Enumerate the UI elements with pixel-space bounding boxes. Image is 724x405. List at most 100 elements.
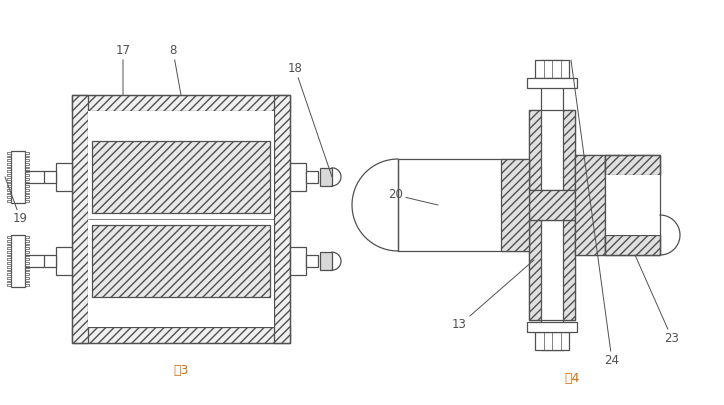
Bar: [25, 236, 29, 238]
Bar: [25, 243, 29, 245]
Bar: [541, 60, 563, 350]
Bar: [563, 110, 575, 190]
Bar: [7, 236, 11, 238]
Bar: [72, 95, 290, 111]
Bar: [72, 95, 88, 343]
Bar: [56, 163, 72, 191]
Bar: [7, 281, 11, 282]
Bar: [25, 262, 29, 264]
Bar: [25, 193, 29, 194]
Bar: [7, 163, 11, 165]
Bar: [7, 277, 11, 279]
Bar: [529, 220, 541, 320]
Text: 23: 23: [635, 255, 679, 345]
Bar: [7, 196, 11, 198]
Bar: [306, 171, 318, 183]
Bar: [7, 189, 11, 191]
Text: 24: 24: [571, 60, 620, 367]
Bar: [306, 255, 318, 267]
Bar: [529, 110, 541, 190]
Bar: [25, 159, 29, 161]
Text: 8: 8: [169, 44, 181, 95]
Bar: [25, 284, 29, 286]
Bar: [290, 163, 306, 191]
Bar: [25, 167, 29, 168]
Bar: [605, 155, 660, 175]
Text: 图3: 图3: [173, 364, 189, 377]
Bar: [575, 155, 605, 255]
Bar: [7, 262, 11, 264]
Bar: [290, 247, 306, 275]
Text: 图4: 图4: [564, 371, 580, 384]
Bar: [25, 258, 29, 260]
Bar: [605, 235, 660, 255]
Bar: [527, 78, 577, 88]
Bar: [7, 258, 11, 260]
Bar: [72, 95, 290, 343]
Bar: [7, 243, 11, 245]
Bar: [25, 163, 29, 165]
Bar: [605, 155, 660, 255]
Bar: [25, 156, 29, 157]
Bar: [7, 284, 11, 286]
Bar: [7, 255, 11, 256]
Bar: [7, 240, 11, 242]
Bar: [605, 175, 660, 235]
Bar: [92, 141, 270, 213]
Bar: [7, 251, 11, 253]
Bar: [7, 181, 11, 183]
Bar: [25, 174, 29, 176]
Bar: [25, 240, 29, 242]
Bar: [527, 322, 577, 332]
Bar: [25, 181, 29, 183]
Bar: [25, 200, 29, 202]
Bar: [320, 252, 332, 270]
Bar: [7, 266, 11, 268]
Bar: [7, 171, 11, 172]
Bar: [320, 168, 332, 186]
Bar: [7, 159, 11, 161]
Bar: [274, 95, 290, 343]
Bar: [25, 152, 29, 153]
Bar: [501, 159, 529, 251]
Bar: [7, 167, 11, 168]
Bar: [7, 247, 11, 249]
Bar: [605, 155, 660, 175]
Bar: [7, 174, 11, 176]
Bar: [25, 185, 29, 187]
Bar: [44, 255, 56, 267]
Bar: [25, 255, 29, 256]
Bar: [92, 225, 270, 297]
Bar: [529, 110, 575, 190]
Bar: [7, 193, 11, 194]
Text: 20: 20: [388, 188, 438, 205]
Bar: [7, 185, 11, 187]
Bar: [25, 196, 29, 198]
Bar: [25, 189, 29, 191]
Bar: [7, 152, 11, 153]
Bar: [575, 155, 605, 255]
Bar: [25, 273, 29, 275]
Text: 13: 13: [452, 260, 534, 332]
Bar: [25, 277, 29, 279]
Bar: [25, 178, 29, 179]
Bar: [605, 235, 660, 255]
Bar: [25, 281, 29, 282]
Bar: [535, 332, 569, 350]
Bar: [7, 156, 11, 157]
Bar: [25, 270, 29, 271]
Bar: [11, 235, 25, 287]
Bar: [25, 266, 29, 268]
Bar: [7, 178, 11, 179]
Bar: [7, 270, 11, 271]
Bar: [563, 220, 575, 320]
Bar: [25, 247, 29, 249]
Bar: [25, 251, 29, 253]
Bar: [535, 60, 569, 78]
Text: 18: 18: [287, 62, 332, 177]
Bar: [7, 200, 11, 202]
Bar: [25, 171, 29, 172]
Bar: [72, 327, 290, 343]
Text: 19: 19: [5, 177, 28, 226]
Bar: [529, 220, 575, 320]
